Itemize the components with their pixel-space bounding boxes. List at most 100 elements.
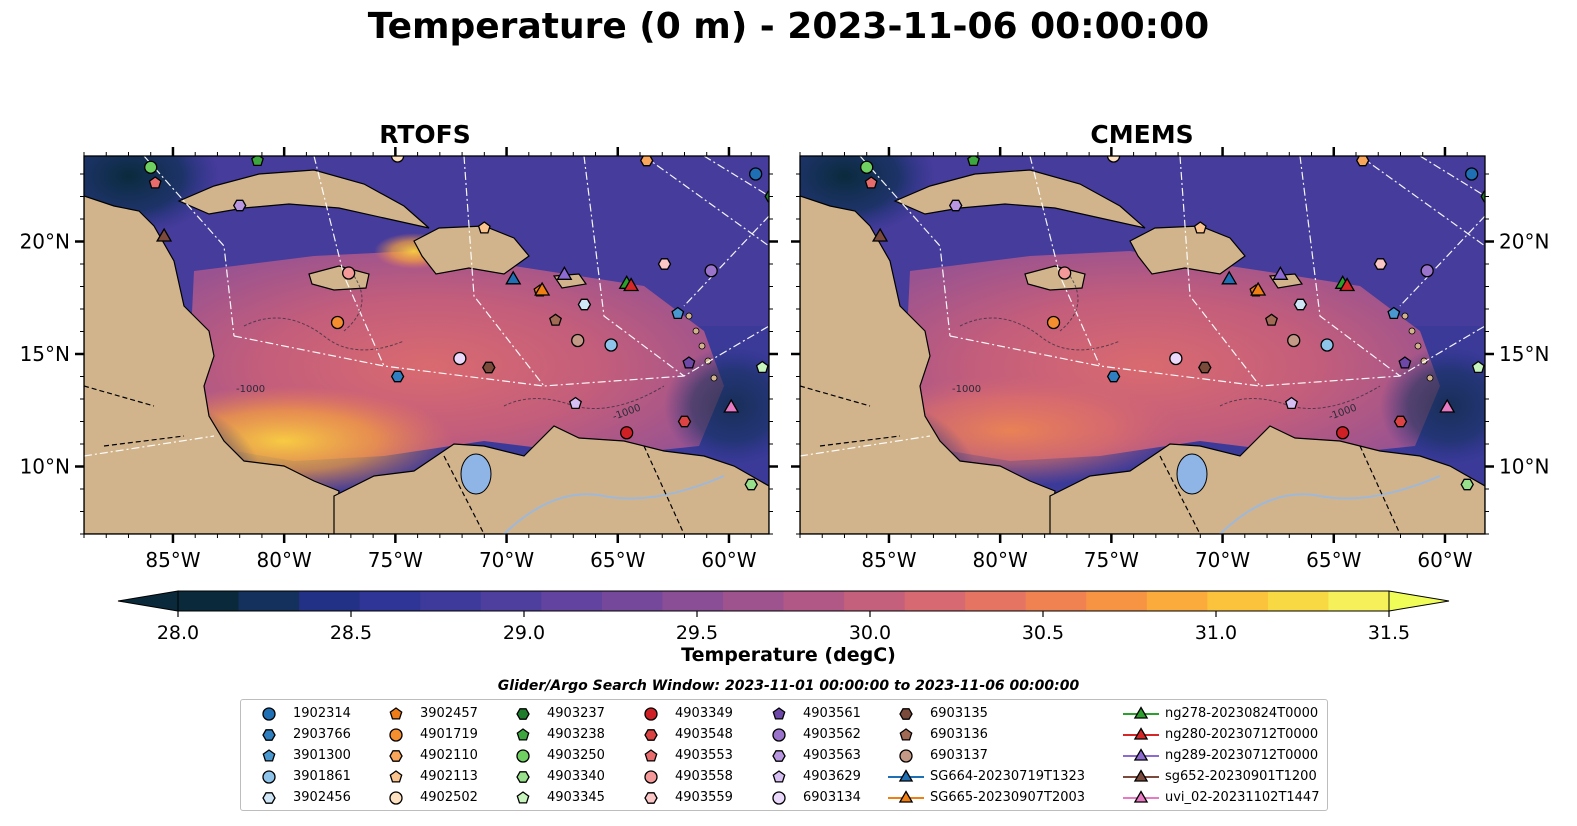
legend-marker — [262, 749, 276, 762]
legend-item: 2903766 — [249, 724, 351, 745]
legend-item: 6903135 — [886, 703, 988, 724]
marker-4901719 — [330, 315, 345, 330]
legend-item: 4903340 — [503, 766, 605, 787]
colorbar-tick-label: 30.0 — [849, 622, 891, 644]
legend-item: 4903563 — [759, 745, 861, 766]
marker-6903135 — [1198, 361, 1212, 374]
colorbar-segment — [420, 591, 482, 611]
legend-item: 4903558 — [631, 766, 733, 787]
circle-marker-icon — [644, 707, 658, 721]
legend-marker — [389, 750, 403, 762]
marker-4903250 — [860, 160, 874, 174]
colorbar-segment — [1025, 591, 1087, 611]
legend-marker — [644, 749, 658, 762]
markers-rtofs — [144, 156, 769, 491]
marker-ng280-20230712T0000 — [623, 277, 640, 292]
land-south-america — [333, 425, 769, 534]
colorbar: 28.0 28.5 29.0 29.5 30.0 30.5 31.0 31.5 — [117, 590, 1450, 644]
legend-label: 4903559 — [675, 790, 733, 805]
land-hispaniola — [413, 225, 530, 275]
legend-item: 3902457 — [376, 703, 478, 724]
hexagon-marker-icon — [516, 771, 530, 783]
colorbar-segment — [541, 591, 603, 611]
x-tick-label: 60°W — [1417, 548, 1472, 572]
hexagon-marker-icon — [262, 729, 276, 741]
marker-4903237 — [764, 190, 769, 203]
marker-ng280-20230712T0000 — [1339, 277, 1356, 292]
marker-4903563 — [948, 199, 963, 212]
y-tick-label: 20°N — [20, 230, 70, 254]
colorbar-segment — [1267, 591, 1329, 611]
legend-marker — [772, 728, 786, 742]
legend-label: 4903238 — [547, 727, 605, 742]
triangle-marker-icon — [1123, 769, 1159, 782]
legend-label: 4903553 — [675, 748, 733, 763]
legend-label: 6903135 — [930, 706, 988, 721]
hexagon-marker-icon — [389, 750, 403, 762]
colorbar-segment — [178, 591, 240, 611]
marker-4903237 — [1480, 190, 1485, 203]
legend-marker — [516, 771, 530, 783]
legend-item: 4903548 — [631, 724, 733, 745]
map-frame — [799, 155, 1486, 535]
marker-4903561 — [682, 356, 696, 369]
lake-maracaibo — [1176, 453, 1208, 495]
x-tick-label: 65°W — [1306, 548, 1361, 572]
x-tick-label: 75°W — [368, 548, 423, 572]
country-borders — [800, 385, 1401, 534]
marker-6903136 — [1265, 313, 1278, 326]
y-tick-label: 20°N — [1499, 230, 1549, 254]
colorbar-segment — [904, 591, 966, 611]
legend-marker — [516, 708, 530, 720]
marker-1902314 — [1465, 167, 1479, 181]
contour-label: -1000 — [952, 384, 981, 395]
colorbar-tick-label: 28.5 — [330, 622, 372, 644]
colorbar-segment — [299, 591, 361, 611]
x-tick-label: 85°W — [861, 548, 916, 572]
marker-2903766 — [1106, 370, 1121, 383]
legend-item: 4902113 — [376, 766, 478, 787]
legend-marker — [899, 728, 913, 741]
legend-label: uvi_02-20231102T1447 — [1165, 790, 1320, 805]
colorbar-segment — [783, 591, 845, 611]
legend-label: 4903250 — [547, 748, 605, 763]
legend-marker — [389, 728, 403, 742]
marker-4903340 — [744, 478, 758, 491]
x-tick-label: 80°W — [257, 548, 312, 572]
legend-marker — [516, 749, 530, 763]
pentagon-marker-icon — [262, 749, 276, 762]
legend-item: 4903629 — [759, 766, 861, 787]
marker-4902113 — [1193, 221, 1207, 234]
legend-label: 6903137 — [930, 748, 988, 763]
marker-4902502 — [390, 156, 405, 163]
colorbar-segment — [238, 591, 300, 611]
marker-3901861 — [604, 338, 618, 352]
river — [1219, 475, 1441, 534]
legend-label: 4902110 — [420, 748, 478, 763]
legend-item: 6903136 — [886, 724, 988, 745]
marker-6903135 — [482, 361, 496, 374]
colorbar-segment — [480, 591, 542, 611]
circle-marker-icon — [516, 749, 530, 763]
land-hispaniola — [1129, 225, 1246, 275]
marker-ng289-20230712T0000 — [556, 265, 573, 280]
legend-item: 4902110 — [376, 745, 478, 766]
x-tick-label: 85°W — [145, 548, 200, 572]
marker-4903629 — [1285, 396, 1298, 410]
legend-item: uvi_02-20231102T1447 — [1121, 787, 1319, 808]
triangle-marker-icon — [888, 769, 924, 782]
legend-marker — [516, 791, 530, 804]
legend-marker — [644, 770, 658, 784]
colorbar-segment — [601, 591, 663, 611]
colorbar-tick-label: 28.0 — [157, 622, 199, 644]
legend-label: 6903134 — [803, 790, 861, 805]
colorbar-segment — [844, 591, 906, 611]
legend-marker — [1133, 769, 1149, 782]
legend-marker — [516, 728, 530, 741]
pentagon-marker-icon — [899, 728, 913, 741]
pentagon-marker-icon — [772, 707, 786, 720]
legend-marker — [389, 707, 403, 720]
hexagon-marker-icon — [772, 750, 786, 762]
